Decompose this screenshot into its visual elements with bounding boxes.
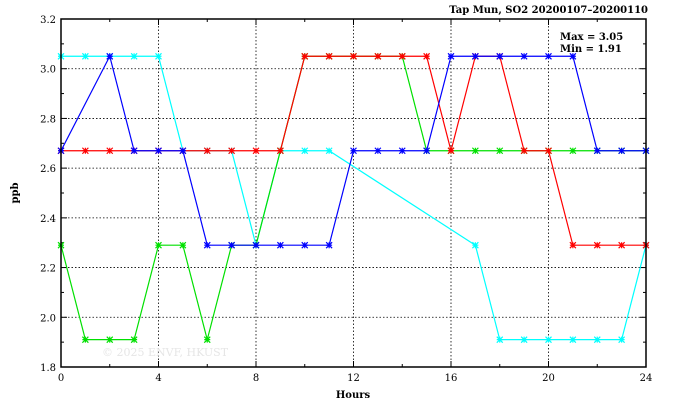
data-point-red — [276, 147, 284, 155]
data-point-green — [569, 147, 577, 155]
data-point-cyan — [130, 52, 138, 60]
data-point-blue — [325, 241, 333, 249]
data-point-cyan — [520, 336, 528, 344]
grid — [61, 19, 646, 367]
min-annotation: Min = 1.91 — [560, 44, 622, 55]
data-point-red — [520, 147, 528, 155]
data-point-green — [203, 336, 211, 344]
data-point-blue — [447, 52, 455, 60]
data-point-cyan — [81, 52, 89, 60]
data-point-blue — [593, 147, 601, 155]
data-point-red — [374, 52, 382, 60]
data-point-blue — [179, 147, 187, 155]
data-point-blue — [252, 241, 260, 249]
data-point-cyan — [471, 241, 479, 249]
series-line-blue — [60, 54, 646, 246]
data-point-red — [325, 52, 333, 60]
y-tick-label: 2.8 — [40, 114, 56, 125]
data-point-blue — [350, 147, 357, 155]
data-point-red — [203, 147, 211, 155]
data-point-cyan — [593, 336, 601, 344]
data-point-blue — [423, 147, 431, 155]
data-point-cyan — [325, 147, 333, 155]
data-point-green — [496, 147, 504, 155]
data-point-blue — [374, 147, 382, 155]
data-point-red — [81, 147, 89, 155]
data-point-blue — [496, 52, 504, 60]
data-point-blue — [301, 241, 309, 249]
series-line-cyan — [61, 55, 647, 341]
x-tick-label: 4 — [155, 373, 161, 384]
y-tick-label: 1.8 — [40, 363, 56, 374]
data-point-green — [106, 336, 114, 344]
data-point-cyan — [496, 336, 504, 344]
data-point-blue — [471, 52, 479, 60]
x-tick-label: 12 — [347, 373, 360, 384]
data-point-blue — [203, 241, 211, 249]
x-tick-label: 8 — [253, 373, 259, 384]
max-annotation: Max = 3.05 — [560, 32, 623, 43]
y-tick-label: 2.0 — [40, 313, 56, 324]
y-tick-label: 2.6 — [40, 164, 56, 175]
data-point-red — [569, 241, 577, 249]
data-point-red — [350, 52, 357, 60]
data-point-green — [155, 241, 162, 249]
data-point-red — [618, 241, 626, 249]
data-point-blue — [545, 52, 552, 60]
data-point-red — [398, 52, 406, 60]
data-point-cyan — [301, 147, 309, 155]
data-point-green — [81, 336, 89, 344]
data-point-green — [130, 336, 138, 344]
x-tick-label: 16 — [445, 373, 458, 384]
data-point-red — [252, 147, 260, 155]
data-point-blue — [569, 52, 577, 60]
data-point-red — [423, 52, 431, 60]
data-point-blue — [276, 241, 284, 249]
y-tick-label: 2.2 — [40, 264, 56, 275]
data-point-red — [228, 147, 236, 155]
data-point-cyan — [155, 52, 162, 60]
data-point-blue — [520, 52, 528, 60]
data-point-blue — [228, 241, 236, 249]
x-tick-label: 24 — [640, 373, 653, 384]
y-tick-label: 2.4 — [40, 214, 56, 225]
y-axis-label: ppb — [10, 183, 21, 204]
watermark: © 2025 ENVF, HKUST — [102, 346, 229, 359]
data-point-green — [471, 147, 479, 155]
data-point-red — [301, 52, 309, 60]
data-point-red — [447, 147, 455, 155]
series-group — [57, 52, 650, 344]
data-point-cyan — [618, 336, 626, 344]
data-point-blue — [106, 52, 114, 60]
data-point-red — [106, 147, 114, 155]
plot-frame — [60, 18, 647, 368]
data-point-blue — [155, 147, 162, 155]
chart-title: Tap Mun, SO2 20200107–20200110 — [449, 5, 648, 16]
data-point-blue — [618, 147, 626, 155]
data-point-green — [179, 241, 187, 249]
data-point-red — [593, 241, 601, 249]
data-point-blue — [398, 147, 406, 155]
data-point-cyan — [569, 336, 577, 344]
data-point-blue — [130, 147, 138, 155]
data-point-red — [545, 147, 552, 155]
y-tick-label: 3.2 — [40, 15, 56, 26]
data-point-cyan — [545, 336, 552, 344]
x-tick-label: 0 — [58, 373, 64, 384]
x-axis-label: Hours — [336, 390, 371, 401]
y-tick-label: 3.0 — [40, 65, 56, 76]
ticks: 0 4 8 12 16 20 24 1.8 2.0 2.2 2.4 2.6 2.8 3.0 3.2 — [40, 15, 652, 384]
x-tick-label: 20 — [542, 373, 555, 384]
